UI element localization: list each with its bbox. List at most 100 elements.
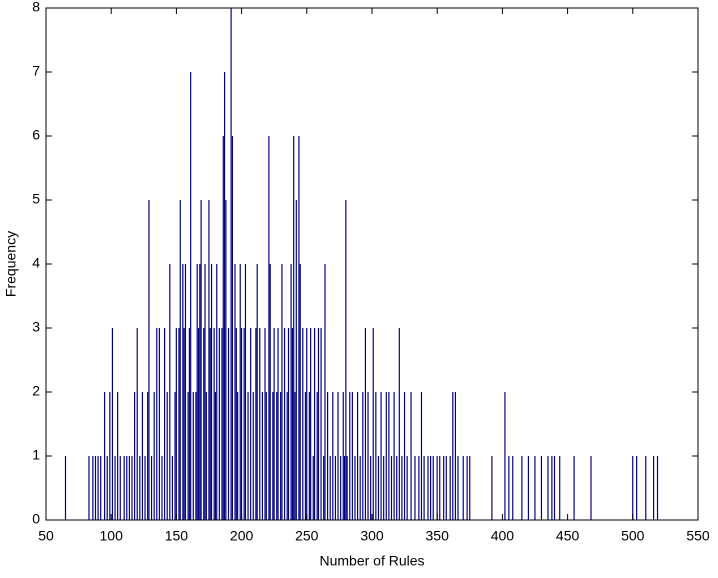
bar: [290, 264, 292, 520]
bar: [512, 456, 514, 520]
bar: [240, 328, 243, 520]
bar: [169, 264, 171, 520]
bar: [432, 456, 434, 520]
bar: [237, 392, 239, 520]
bar: [252, 392, 254, 520]
bar: [573, 456, 575, 520]
bar: [349, 392, 351, 520]
bar: [343, 456, 346, 520]
bar: [200, 200, 202, 520]
bar: [454, 392, 456, 520]
bar: [388, 392, 390, 520]
y-tick-label: 4: [32, 255, 40, 271]
bar: [276, 392, 278, 520]
bar: [203, 328, 205, 520]
bar: [540, 456, 543, 520]
bar: [346, 456, 348, 520]
bar: [187, 392, 189, 520]
bar: [134, 392, 136, 520]
y-tick-label: 6: [32, 127, 40, 143]
bar: [131, 456, 133, 520]
bar: [231, 136, 233, 520]
bar: [332, 392, 334, 520]
bar: [255, 328, 257, 520]
bar: [243, 328, 245, 520]
bar: [88, 456, 90, 520]
bar: [383, 456, 385, 520]
bar: [269, 264, 271, 520]
x-tick-label: 150: [165, 528, 189, 544]
bar: [436, 456, 438, 520]
x-tick-label: 500: [621, 528, 645, 544]
bar: [385, 392, 387, 520]
bar: [227, 328, 230, 520]
bar: [222, 136, 224, 520]
y-tick-label: 2: [32, 383, 40, 399]
bar: [214, 392, 217, 520]
bar: [375, 392, 377, 520]
bar: [323, 456, 325, 520]
bar: [293, 136, 295, 520]
bar: [491, 456, 493, 520]
bar: [372, 328, 374, 520]
bar: [423, 456, 425, 520]
bar: [469, 456, 471, 520]
y-tick-label: 5: [32, 191, 40, 207]
bar: [182, 264, 184, 520]
bar: [223, 72, 226, 520]
bar: [216, 264, 218, 520]
bar: [188, 328, 190, 520]
bar: [439, 456, 441, 520]
bar: [92, 456, 94, 520]
x-tick-label: 450: [556, 528, 580, 544]
bar: [329, 456, 331, 520]
bar: [527, 456, 530, 520]
bar: [272, 392, 274, 520]
bar: [306, 328, 308, 520]
bar: [192, 392, 194, 520]
bar: [324, 264, 326, 520]
bar: [147, 392, 149, 520]
bar: [179, 200, 181, 520]
bar: [551, 456, 553, 520]
bar: [521, 456, 523, 520]
bar: [205, 392, 207, 520]
bar: [97, 456, 99, 520]
bar: [150, 456, 153, 520]
bar: [632, 456, 634, 520]
bar: [256, 264, 258, 520]
bar: [449, 456, 451, 520]
bar: [106, 456, 108, 520]
bar: [559, 456, 561, 520]
bar: [213, 328, 215, 520]
bar: [156, 328, 158, 520]
bar: [367, 392, 369, 520]
bar: [128, 456, 130, 520]
bar: [443, 456, 445, 520]
bar: [225, 200, 227, 520]
bar: [126, 456, 128, 520]
bar: [277, 328, 279, 520]
bar: [304, 392, 307, 520]
y-tick-label: 3: [32, 319, 40, 335]
bar: [171, 456, 174, 520]
bar: [94, 456, 97, 520]
bar: [377, 456, 380, 520]
bar: [357, 392, 359, 520]
bar: [174, 392, 176, 520]
bar: [287, 328, 290, 520]
bar: [398, 328, 400, 520]
bar: [354, 456, 356, 520]
bar: [653, 456, 655, 520]
bar: [100, 456, 102, 520]
bar: [111, 328, 114, 520]
bar: [534, 456, 536, 520]
y-tick-label: 7: [32, 63, 40, 79]
bar: [553, 456, 556, 520]
bar: [123, 456, 125, 520]
bar: [420, 392, 423, 520]
bar: [183, 328, 185, 520]
bar: [345, 200, 347, 520]
bar: [310, 328, 312, 520]
bar: [636, 456, 638, 520]
